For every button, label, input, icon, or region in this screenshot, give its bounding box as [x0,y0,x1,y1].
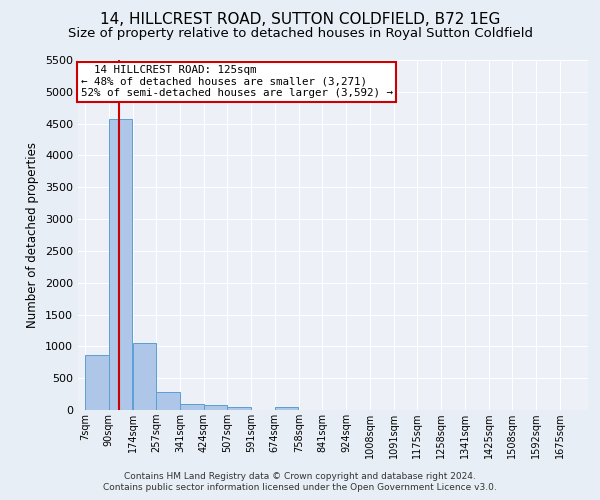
Y-axis label: Number of detached properties: Number of detached properties [26,142,40,328]
Bar [204,405,227,410]
Bar [180,404,204,410]
Text: Size of property relative to detached houses in Royal Sutton Coldfield: Size of property relative to detached ho… [67,28,533,40]
Text: 14 HILLCREST ROAD: 125sqm  
← 48% of detached houses are smaller (3,271)
52% of : 14 HILLCREST ROAD: 125sqm ← 48% of detac… [80,66,392,98]
Text: Contains public sector information licensed under the Open Government Licence v3: Contains public sector information licen… [103,484,497,492]
Text: Contains HM Land Registry data © Crown copyright and database right 2024.: Contains HM Land Registry data © Crown c… [124,472,476,481]
Text: 14, HILLCREST ROAD, SUTTON COLDFIELD, B72 1EG: 14, HILLCREST ROAD, SUTTON COLDFIELD, B7… [100,12,500,28]
Bar [109,119,133,410]
Bar [156,392,180,410]
Bar [85,354,109,410]
Bar [227,407,251,410]
Bar [275,407,298,410]
Bar [133,342,156,410]
